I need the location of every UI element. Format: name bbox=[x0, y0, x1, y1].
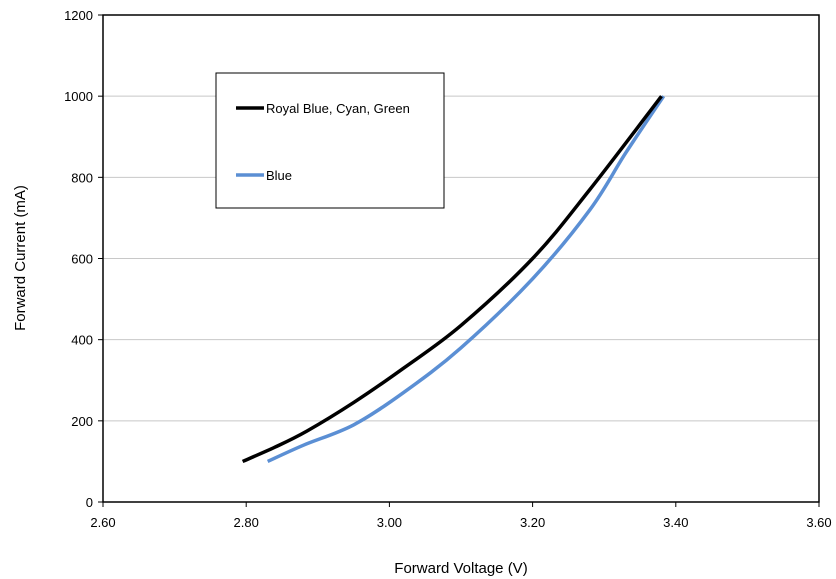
series-line-2 bbox=[266, 95, 666, 464]
x-tick-label: 3.40 bbox=[663, 515, 688, 530]
y-axis-ticks: 0 200 400 600 800 1000 1200 bbox=[64, 8, 103, 510]
y-tick-label: 200 bbox=[71, 414, 93, 429]
x-tick-label: 3.20 bbox=[520, 515, 545, 530]
y-tick-label: 1000 bbox=[64, 89, 93, 104]
x-tick-label: 2.80 bbox=[234, 515, 259, 530]
gridlines bbox=[103, 95, 819, 422]
x-axis-ticks: 2.60 2.80 3.00 3.20 3.40 3.60 bbox=[90, 502, 832, 530]
y-tick-label: 600 bbox=[71, 252, 93, 267]
series-line-1 bbox=[241, 95, 663, 464]
y-tick-label: 1200 bbox=[64, 8, 93, 23]
y-tick-label: 0 bbox=[86, 495, 93, 510]
legend-label-series-2: Blue bbox=[266, 168, 292, 183]
x-tick-label: 3.00 bbox=[377, 515, 402, 530]
y-axis-title: Forward Current (mA) bbox=[12, 185, 29, 331]
y-tick-label: 800 bbox=[71, 170, 93, 185]
y-tick-label: 400 bbox=[71, 333, 93, 348]
x-tick-label: 2.60 bbox=[90, 515, 115, 530]
x-axis-title: Forward Voltage (V) bbox=[394, 560, 527, 577]
x-tick-label: 3.60 bbox=[806, 515, 831, 530]
legend-label-series-1: Royal Blue, Cyan, Green bbox=[266, 101, 410, 116]
plot-series bbox=[241, 95, 666, 464]
legend-box bbox=[215, 72, 445, 209]
legend: Royal Blue, Cyan, Green Blue bbox=[215, 72, 445, 209]
